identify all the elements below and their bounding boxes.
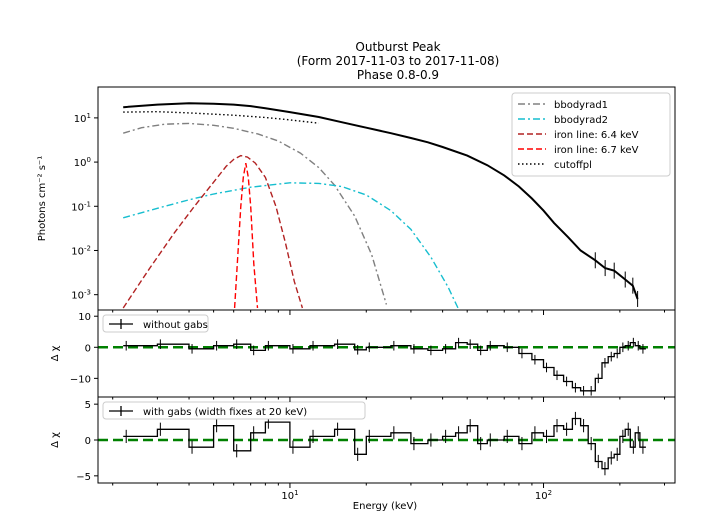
y-tick-label-spectrum-exp: 0 (87, 156, 91, 164)
panel-residual-without: 10 0 −10 Δ χ without gabs (50, 309, 676, 398)
residual-steps (123, 417, 646, 470)
legend-box (511, 92, 671, 177)
x-tick-label-base: 10 (281, 491, 294, 502)
legend-residual-without: without gabs (102, 314, 209, 333)
plot-area-residual-without (98, 337, 675, 396)
y-tick-label-residual-without: 10 (78, 312, 91, 323)
y-tick-label-spectrum: 101 (74, 112, 91, 125)
y-tick-label-spectrum-base: 10 (71, 246, 84, 257)
y-tick-label-residual-with: 5 (85, 400, 91, 411)
x-tick-label: 101 (281, 489, 298, 502)
legend-label-3: iron line: 6.7 keV (554, 145, 639, 156)
figure-title: Outburst Peak (Form 2017-11-03 to 2017-1… (297, 40, 500, 82)
legend-label-2: iron line: 6.4 keV (554, 130, 639, 141)
residual-steps (123, 341, 646, 392)
x-tick-label: 102 (535, 489, 552, 502)
y-tick-label-spectrum: 10-2 (71, 244, 91, 257)
legend-residual-with: with gabs (width fixes at 20 keV) (102, 401, 366, 420)
y-tick-label-residual-without: −10 (70, 374, 91, 385)
y-tick-label-spectrum-base: 10 (74, 158, 87, 169)
title-line-2: (Form 2017-11-03 to 2017-11-08) (297, 54, 500, 68)
y-tick-label-spectrum-exp: -2 (84, 244, 91, 252)
x-axis-label: Energy (keV) (353, 501, 418, 512)
y-tick-label-residual-with: −5 (76, 472, 91, 483)
y-tick-label-spectrum: 10-3 (71, 289, 91, 302)
y-tick-label-spectrum-exp: -3 (84, 289, 91, 297)
legend-label-0: bbodyrad1 (554, 100, 608, 111)
y-tick-label-residual-without: 0 (85, 343, 91, 354)
model-curve-4 (123, 110, 319, 124)
legend-spectrum: bbodyrad1 bbodyrad2 iron line: 6.4 keV iron… (511, 92, 671, 177)
y-tick-label-spectrum: 100 (74, 156, 91, 169)
model-curve-0 (122, 122, 388, 305)
panel-residual-with: 5 0 −5 Δ χ with gabs (width fixes at 20 keV) (50, 396, 676, 484)
y-axis-label-residual-without: Δ χ (50, 345, 61, 361)
x-tick-label-exp: 2 (548, 489, 552, 497)
y-tick-label-spectrum-exp: -1 (84, 200, 91, 208)
legend-label-1: bbodyrad2 (554, 115, 608, 126)
data-spectrum-line (123, 102, 639, 300)
y-axis-label-residual-with: Δ χ (50, 432, 61, 448)
model-curve-1 (123, 182, 459, 309)
legend-box (102, 401, 366, 420)
model-curve-2 (122, 154, 304, 309)
x-tick-label-base: 10 (535, 491, 548, 502)
y-tick-label-spectrum-exp: 1 (87, 112, 91, 120)
x-axis: 101 102 (112, 310, 666, 502)
plot-area-residual-with (98, 411, 675, 476)
y-tick-label-spectrum-base: 10 (71, 291, 84, 302)
legend-label-4: cutoffpl (554, 160, 592, 171)
plot-area-spectrum (122, 102, 639, 309)
y-tick-label-residual-with: 0 (85, 436, 91, 447)
model-curve-3 (233, 162, 259, 309)
x-tick-label-exp: 1 (294, 489, 298, 497)
legend-label: with gabs (width fixes at 20 keV) (143, 407, 307, 418)
y-tick-label-spectrum-base: 10 (71, 202, 84, 213)
title-line-3: Phase 0.8-0.9 (357, 68, 439, 82)
legend-label: without gabs (143, 320, 208, 331)
y-tick-label-spectrum-base: 10 (74, 114, 87, 125)
y-tick-label-spectrum: 10-1 (71, 200, 91, 213)
legend-box (102, 314, 209, 333)
title-line-1: Outburst Peak (355, 40, 440, 54)
y-axis-label-spectrum: Photons cm⁻² s⁻¹ (37, 156, 48, 241)
